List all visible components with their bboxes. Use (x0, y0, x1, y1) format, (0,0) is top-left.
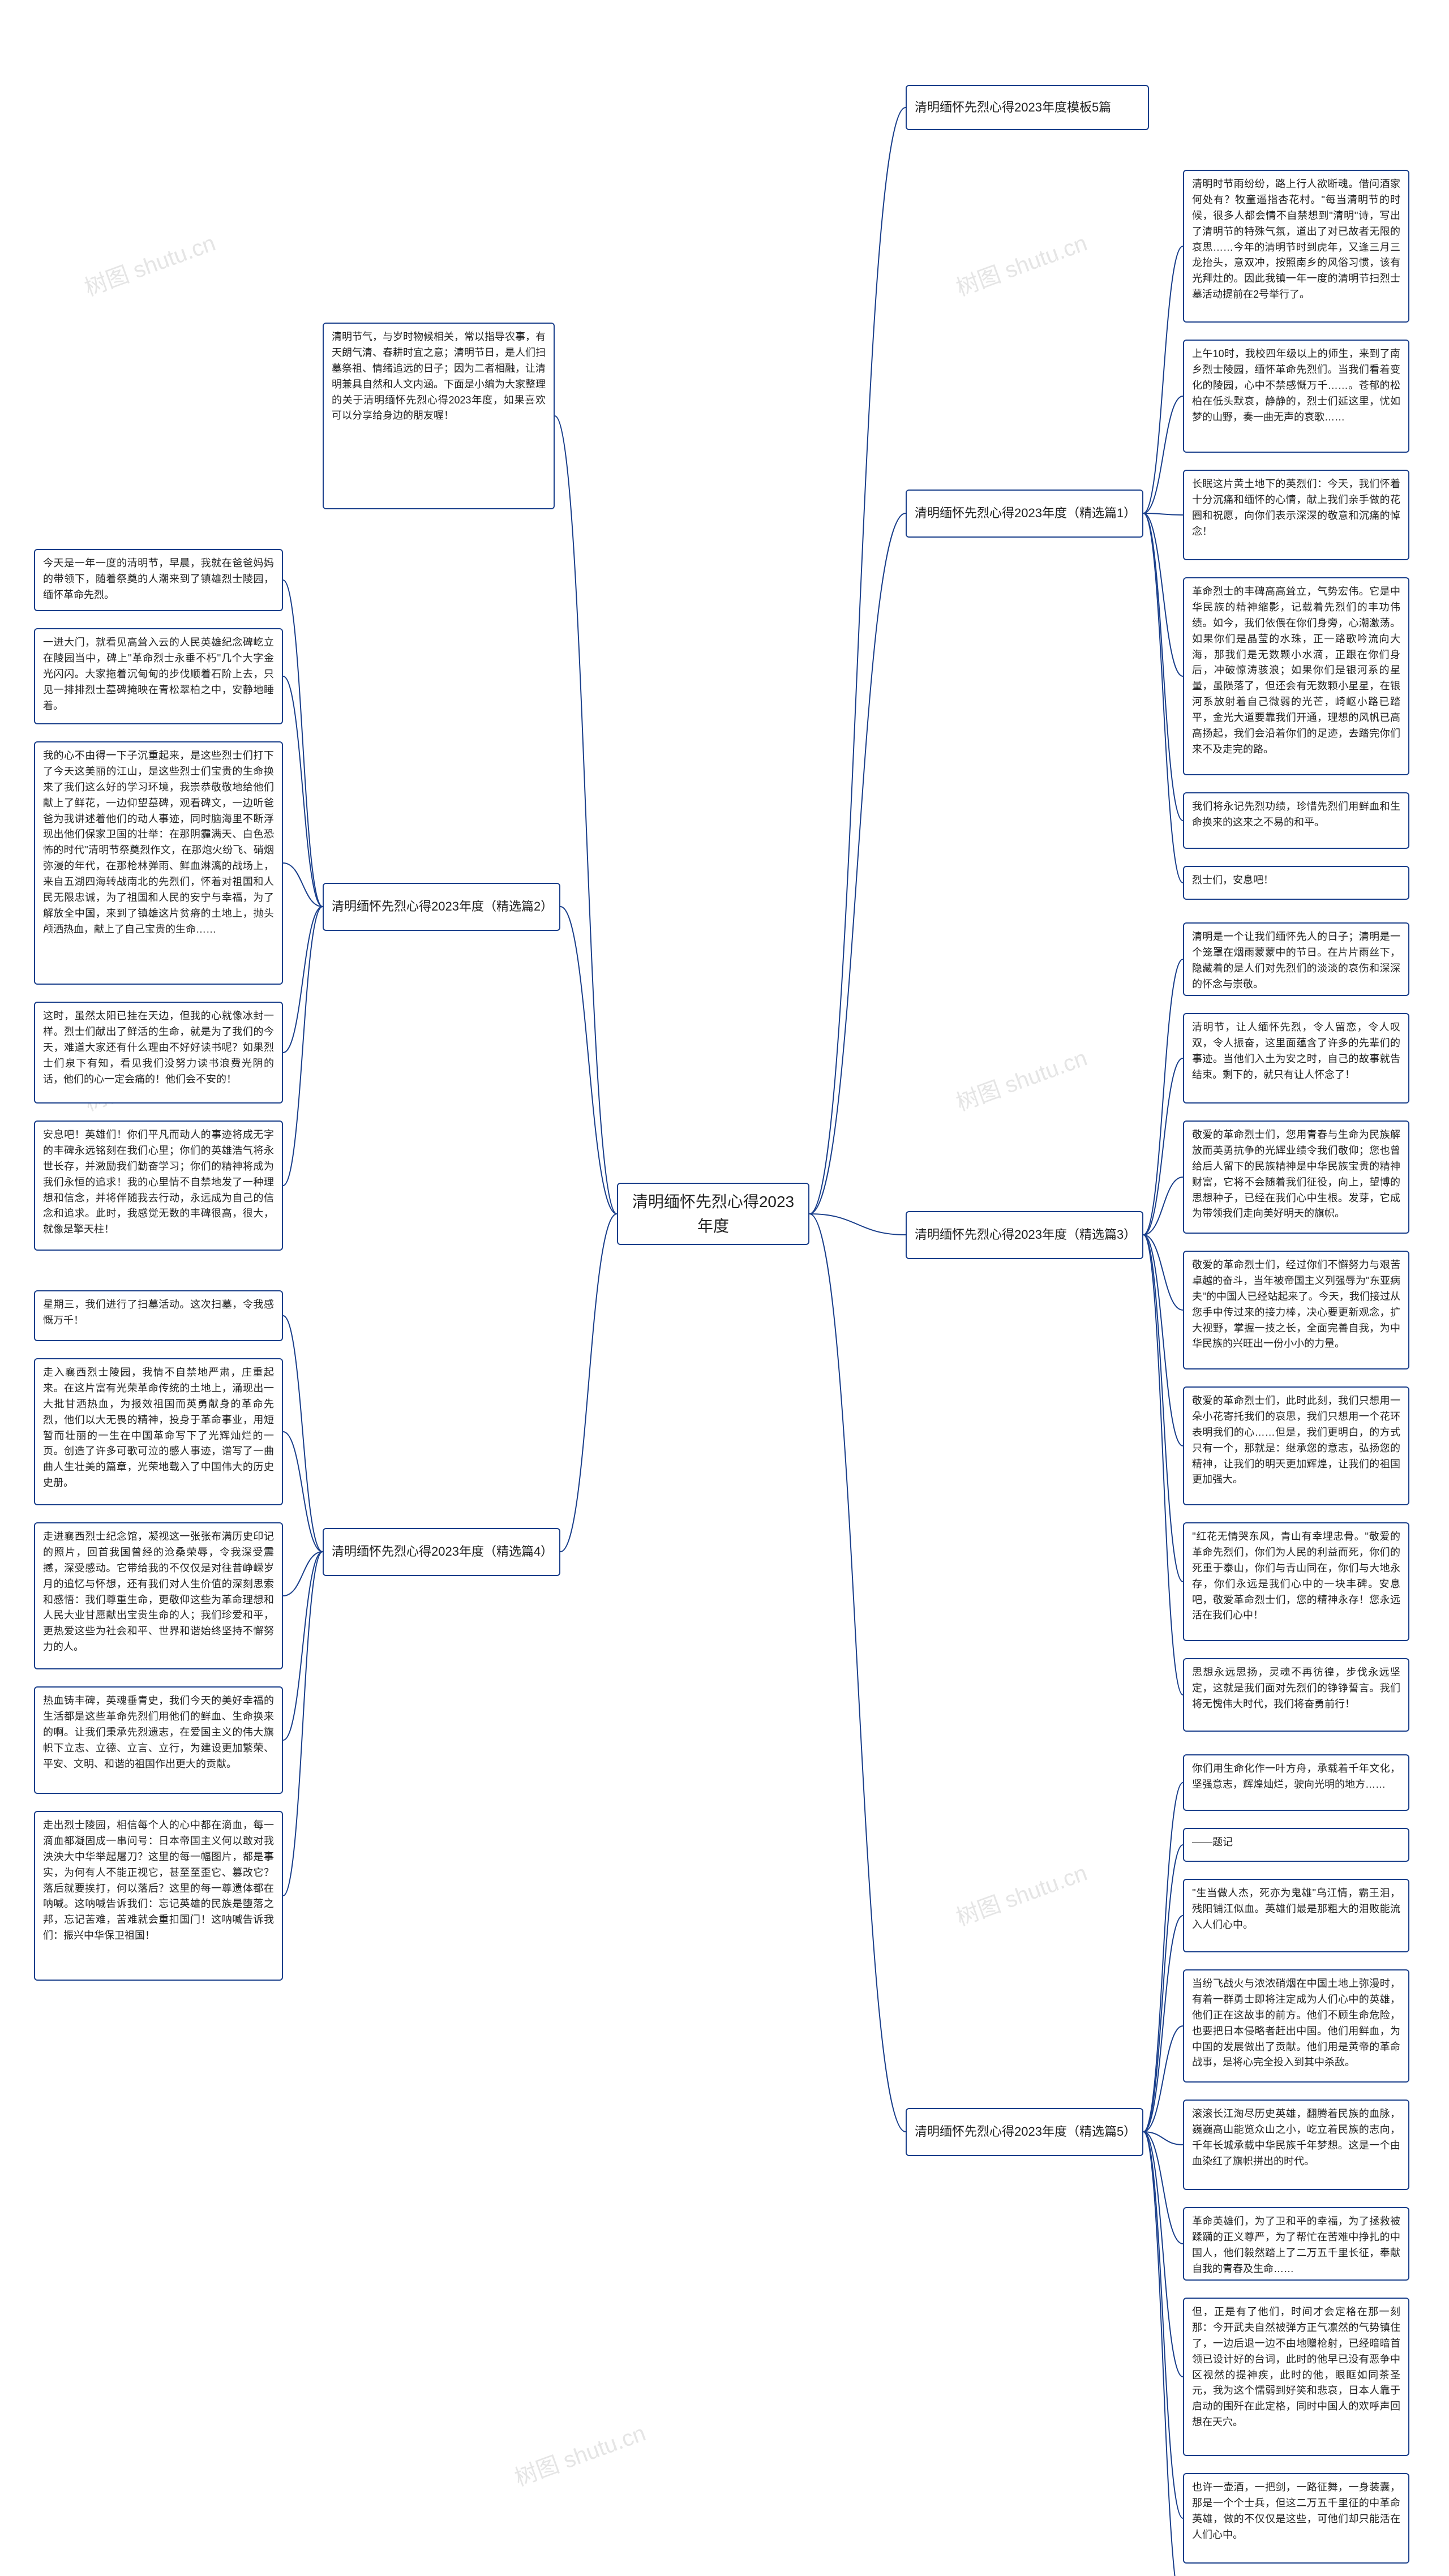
watermark: 树图 shutu.cn (951, 225, 1091, 302)
root-node: 清明缅怀先烈心得2023年度 (617, 1183, 809, 1245)
section-node: 清明缅怀先烈心得2023年度（精选篇1） (906, 490, 1143, 538)
leaf-node: 当纷飞战火与浓浓硝烟在中国土地上弥漫时，有着一群勇士即将注定成为人们心中的英雄，… (1183, 1969, 1409, 2083)
section-node: 清明缅怀先烈心得2023年度模板5篇 (906, 85, 1149, 130)
leaf-node: 我的心不由得一下子沉重起来，是这些烈士们打下了今天这美丽的江山，是这些烈士们宝贵… (34, 741, 283, 985)
leaf-node: 这时，虽然太阳已挂在天边，但我的心就像冰封一样。烈士们献出了鲜活的生命，就是为了… (34, 1002, 283, 1104)
section-node: 清明缅怀先烈心得2023年度（精选篇4） (323, 1528, 560, 1576)
leaf-node: ''红花无情哭东风，青山有幸埋忠骨。''敬爱的革命先烈们，你们为人民的利益而死，… (1183, 1522, 1409, 1641)
leaf-node: 长眠这片黄土地下的英烈们：今天，我们怀着十分沉痛和缅怀的心情，献上我们亲手做的花… (1183, 470, 1409, 560)
leaf-node: 热血铸丰碑，英魂垂青史，我们今天的美好幸福的生活都是这些革命先烈们用他们的鲜血、… (34, 1686, 283, 1794)
leaf-node: 今天是一年一度的清明节，早晨，我就在爸爸妈妈的带领下，随着祭奠的人潮来到了镇雄烈… (34, 549, 283, 611)
leaf-node: 清明是一个让我们缅怀先人的日子；清明是一个笼罩在烟雨蒙蒙中的节日。在片片雨丝下，… (1183, 922, 1409, 996)
intro-node: 清明节气，与岁时物候相关，常以指导农事，有天朗气清、春耕时宜之意；清明节日，是人… (323, 323, 555, 509)
section-node: 清明缅怀先烈心得2023年度（精选篇3） (906, 1211, 1143, 1259)
watermark: 树图 shutu.cn (951, 1040, 1091, 1117)
leaf-node: 清明节，让人缅怀先烈，令人留恋，令人叹双，令人振奋，这里面蕴含了许多的先辈们的事… (1183, 1013, 1409, 1104)
leaf-node: 安息吧！英雄们！你们平凡而动人的事迹将成无字的丰碑永远铭刻在我们心里；你们的英雄… (34, 1120, 283, 1251)
leaf-node: 我们将永记先烈功绩，珍惜先烈们用鲜血和生命换来的这来之不易的和平。 (1183, 792, 1409, 849)
leaf-node: ''生当做人杰，死亦为鬼雄''乌江情，霸王泪，残阳铺江似血。英雄们最是那粗大的泪… (1183, 1879, 1409, 1952)
section-node: 清明缅怀先烈心得2023年度（精选篇5） (906, 2108, 1143, 2156)
leaf-node: 走进襄西烈士纪念馆，凝视这一张张布满历史印记的照片，回首我国曾经的沧桑荣辱，令我… (34, 1522, 283, 1669)
leaf-node: ——题记 (1183, 1828, 1409, 1862)
leaf-node: 走入襄西烈士陵园，我情不自禁地严肃，庄重起来。在这片富有光荣革命传统的土地上，涌… (34, 1358, 283, 1505)
leaf-node: 一进大门，就看见高耸入云的人民英雄纪念碑屹立在陵园当中，碑上''革命烈士永垂不朽… (34, 628, 283, 724)
leaf-node: 走出烈士陵园，相信每个人的心中都在滴血，每一滴血都凝固成一串问号：日本帝国主义何… (34, 1811, 283, 1981)
leaf-node: 但，正是有了他们，时间才会定格在那一刻那：今开武夫自然被弹方正气凛然的气势镇住了… (1183, 2298, 1409, 2456)
leaf-node: 清明时节雨纷纷，路上行人欲断魂。借问酒家何处有？牧童遥指杏花村。"每当清明节的时… (1183, 170, 1409, 323)
watermark: 树图 shutu.cn (509, 2415, 650, 2492)
leaf-node: 滚滚长江淘尽历史英雄，翻腾着民族的血脉，巍巍高山能览众山之小，屹立着民族的志向，… (1183, 2100, 1409, 2190)
watermark: 树图 shutu.cn (79, 225, 220, 302)
leaf-node: 上午10时，我校四年级以上的师生，来到了南乡烈士陵园，缅怀革命先烈们。当我们看着… (1183, 340, 1409, 453)
leaf-node: 烈士们，安息吧！ (1183, 866, 1409, 900)
leaf-node: 你们用生命化作一叶方舟，承载着千年文化，坚强意志，辉煌灿烂，驶向光明的地方…… (1183, 1754, 1409, 1811)
leaf-node: 敬爱的革命烈士们，经过你们不懈努力与艰苦卓越的奋斗，当年被帝国主义列强辱为''东… (1183, 1251, 1409, 1369)
watermark: 树图 shutu.cn (951, 1854, 1091, 1932)
leaf-node: 星期三，我们进行了扫墓活动。这次扫墓，令我感慨万千！ (34, 1290, 283, 1341)
leaf-node: 革命英雄们，为了卫和平的幸福，为了拯救被蹂躏的正义尊严，为了帮忙在苦难中挣扎的中… (1183, 2207, 1409, 2281)
leaf-node: 思想永远思扬，灵魂不再彷徨，步伐永远坚定，这就是我们面对先烈们的铮铮誓言。我们将… (1183, 1658, 1409, 1732)
leaf-node: 革命烈士的丰碑高高耸立，气势宏伟。它是中华民族的精神缩影，记载着先烈们的丰功伟绩… (1183, 577, 1409, 775)
leaf-node: 敬爱的革命烈士们，此时此刻，我们只想用一朵小花寄托我们的哀思，我们只想用一个花环… (1183, 1386, 1409, 1505)
section-node: 清明缅怀先烈心得2023年度（精选篇2） (323, 883, 560, 931)
leaf-node: 也许一壶酒，一把剑，一路征舞，一身装囊，那是一个个士兵，但这二万五千里征的中革命… (1183, 2473, 1409, 2564)
leaf-node: 敬爱的革命烈士们，您用青春与生命为民族解放而英勇抗争的光辉业绩令我们敬仰；您也曾… (1183, 1120, 1409, 1234)
